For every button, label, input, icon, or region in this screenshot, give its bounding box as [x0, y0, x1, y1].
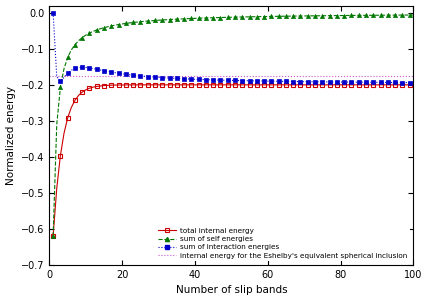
Legend: total internal energy, sum of self energies, sum of interaction energies, intern: total internal energy, sum of self energ…: [155, 225, 410, 261]
X-axis label: Number of slip bands: Number of slip bands: [175, 285, 287, 296]
Y-axis label: Normalized energy: Normalized energy: [6, 86, 15, 185]
